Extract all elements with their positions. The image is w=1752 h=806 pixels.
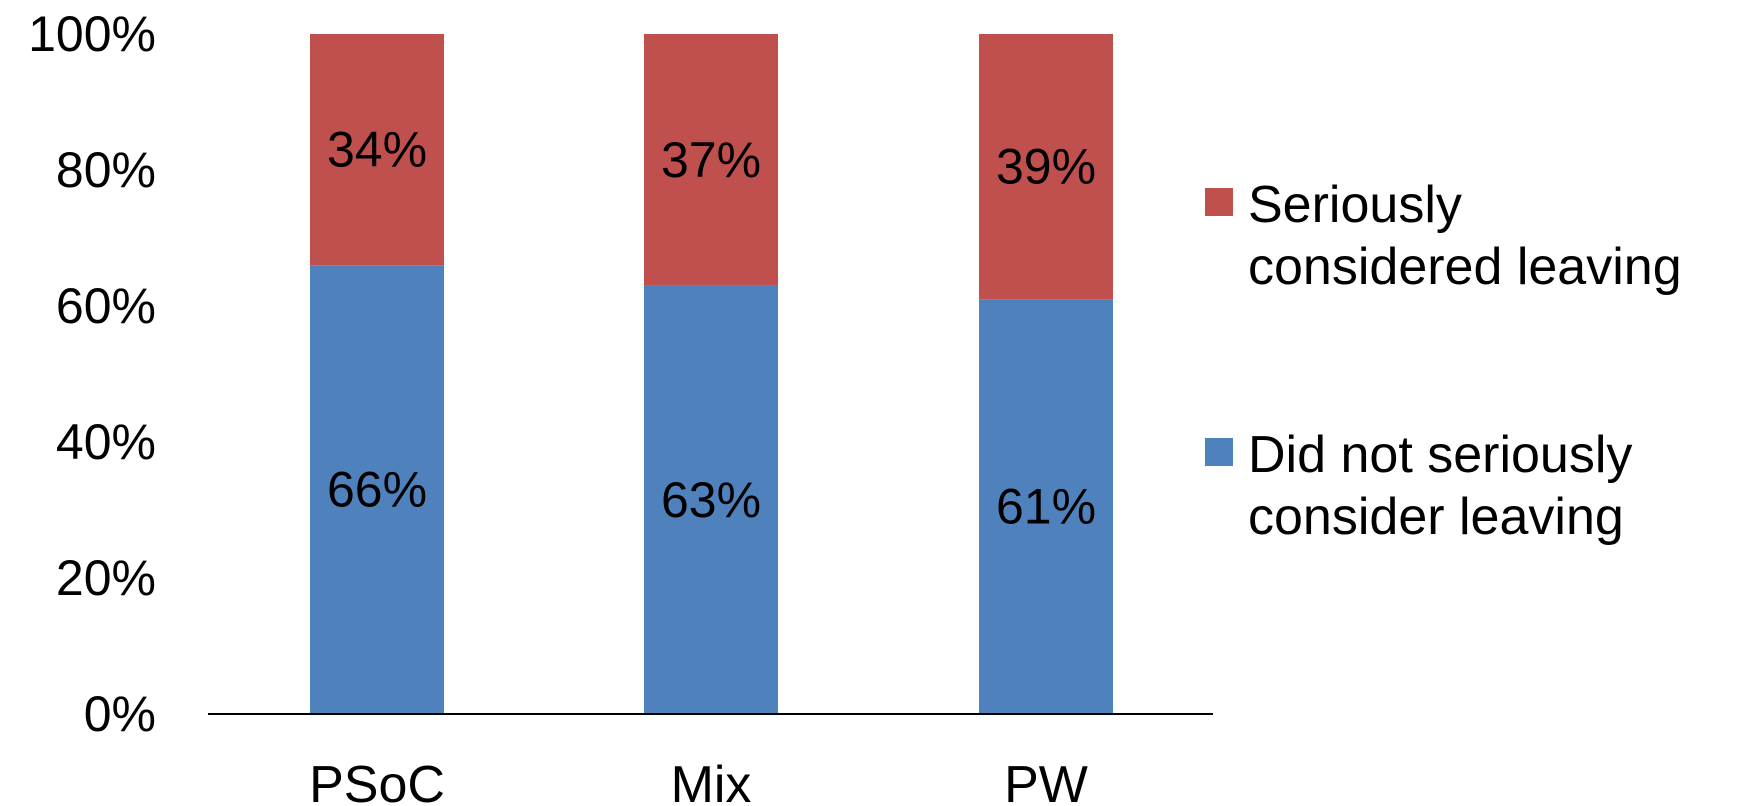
x-category-label: PW [1004,756,1088,806]
x-category-label: PSoC [309,756,445,806]
bar-segment [644,34,778,286]
legend-swatch [1205,438,1233,466]
y-tick-label: 60% [56,278,156,334]
x-axis-category-labels: PSoC Mix PW [309,756,1088,806]
bars [310,34,1113,714]
bar-segment [310,34,444,266]
data-label: 66% [327,462,427,518]
data-labels: 66% 34% 63% 37% 61% 39% [327,122,1096,535]
data-label: 37% [661,132,761,188]
legend-label: Did not seriously [1248,426,1632,484]
bar-segment [979,34,1113,300]
bar-segment [979,299,1113,714]
y-tick-label: 100% [28,6,156,62]
y-tick-label: 40% [56,414,156,470]
legend-swatch [1205,188,1233,216]
legend-label: considered leaving [1248,238,1682,296]
bar-segment [310,265,444,714]
y-tick-label: 80% [56,142,156,198]
x-category-label: Mix [671,756,752,806]
legend-label: Seriously [1248,176,1462,234]
y-tick-label: 0% [84,686,156,742]
y-tick-label: 20% [56,550,156,606]
legend-label: consider leaving [1248,488,1624,546]
data-label: 63% [661,472,761,528]
y-axis-tick-labels: 0% 20% 40% 60% 80% 100% [28,6,156,742]
data-label: 39% [996,139,1096,195]
bar-segment [644,285,778,714]
data-label: 34% [327,122,427,178]
data-label: 61% [996,479,1096,535]
